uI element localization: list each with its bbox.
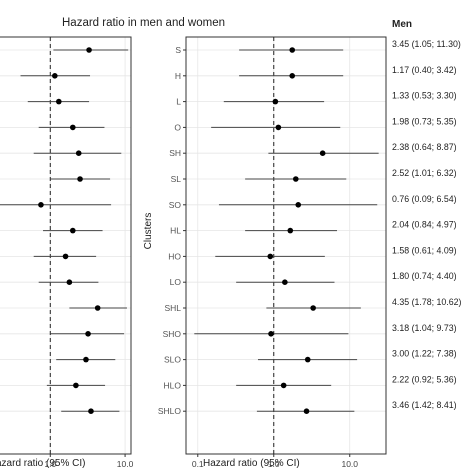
right-panel-x-tick-label: 1.0 [268, 459, 280, 469]
right-panel-hr-point [275, 124, 282, 131]
left-panel-hr-point [56, 98, 62, 105]
men-hazard-ratio-value: 2.38 (0.64; 8.87) [392, 142, 457, 152]
men-hazard-ratio-value: 1.58 (0.61; 4.09) [392, 245, 457, 255]
left-panel-hr-point [66, 279, 73, 286]
cluster-label: SO [169, 200, 182, 210]
men-hazard-ratio-value: 4.35 (1.78; 10.62) [392, 297, 462, 307]
right-panel-hr-point [287, 227, 294, 234]
cluster-label: SLO [164, 355, 181, 365]
left-panel-hr-point [73, 382, 79, 389]
men-hazard-ratio-value: 3.00 (1.22; 7.38) [392, 349, 457, 359]
cluster-label: SHO [163, 329, 182, 339]
right-panel-hr-point [280, 382, 287, 389]
right-panel-x-tick-label: 10.0 [341, 459, 358, 469]
left-panel-hr-point [62, 253, 69, 260]
right-panel-hr-point [268, 331, 274, 337]
left-panel-hr-point [77, 176, 83, 182]
right-panel-hr-point [292, 176, 299, 182]
men-hazard-ratio-value: 1.98 (0.73; 5.35) [392, 116, 457, 126]
left-panel-hr-point [75, 150, 82, 156]
cluster-label: HL [170, 226, 181, 236]
left-panel-hr-point [69, 227, 76, 234]
cluster-label: HLO [164, 380, 182, 390]
cluster-label: SL [171, 174, 182, 184]
cluster-label: O [174, 122, 181, 132]
right-panel-hr-point [272, 98, 279, 105]
cluster-label: HO [168, 251, 181, 261]
right-panel-hr-point [295, 202, 302, 208]
right-panel-hr-point [267, 253, 274, 260]
left-panel-hr-point [38, 202, 44, 208]
men-column-header: Men [392, 19, 412, 30]
left-panel-hr-point [85, 331, 91, 337]
men-hazard-ratio-value: 2.52 (1.01; 6.32) [392, 168, 457, 178]
men-hazard-ratio-value: 2.22 (0.92; 5.36) [392, 374, 457, 384]
cluster-label: H [175, 71, 181, 81]
cluster-label: SHLO [158, 406, 182, 416]
men-hazard-ratio-value: 1.33 (0.53; 3.30) [392, 91, 457, 101]
cluster-label: SH [169, 148, 181, 158]
left-panel-hr-point [94, 305, 101, 311]
left-panel-hr-point [83, 356, 89, 363]
men-hazard-ratio-value: 0.76 (0.09; 6.54) [392, 194, 457, 204]
left-panel-hr-point [86, 47, 92, 53]
left-panel-hr-point [69, 124, 76, 131]
left-panel-x-tick-label: 1.0 [44, 459, 56, 469]
right-panel-hr-point [319, 150, 326, 156]
men-hazard-ratio-value: 3.18 (1.04; 9.73) [392, 323, 457, 333]
right-panel-hr-point [303, 408, 310, 415]
men-hazard-ratio-value: 1.17 (0.40; 3.42) [392, 65, 457, 75]
cluster-label: LO [170, 277, 182, 287]
figure-title: Hazard ratio in men and women [62, 17, 225, 29]
men-hazard-ratio-value: 3.46 (1.42; 8.41) [392, 400, 457, 410]
left-panel-x-axis-label: azard ratio (95% CI) [0, 458, 85, 469]
cluster-label: S [175, 45, 181, 55]
men-hazard-ratio-value: 2.04 (0.84; 4.97) [392, 220, 457, 230]
cluster-label: SHL [164, 303, 181, 313]
right-panel-x-tick-label: 0.1 [192, 459, 204, 469]
right-panel-hr-point [310, 305, 316, 311]
right-panel-hr-point [282, 279, 288, 286]
right-panel-x-axis-label: Hazard ratio (95% CI) [203, 458, 300, 469]
men-hazard-ratio-value: 1.80 (0.74; 4.40) [392, 271, 457, 281]
right-panel-y-axis-label: Clusters [143, 213, 154, 250]
left-panel-hr-point [52, 73, 58, 79]
left-panel-border [0, 36, 132, 455]
left-panel-x-tick-label: 10.0 [117, 459, 134, 469]
cluster-label: L [176, 97, 181, 107]
right-panel-hr-point [304, 356, 311, 363]
right-panel-hr-point [289, 47, 296, 53]
left-panel-hr-point [88, 408, 94, 415]
right-panel-hr-point [289, 73, 296, 79]
right-panel-border [185, 36, 387, 455]
men-hazard-ratio-value: 3.45 (1.05; 11.30) [392, 39, 461, 49]
